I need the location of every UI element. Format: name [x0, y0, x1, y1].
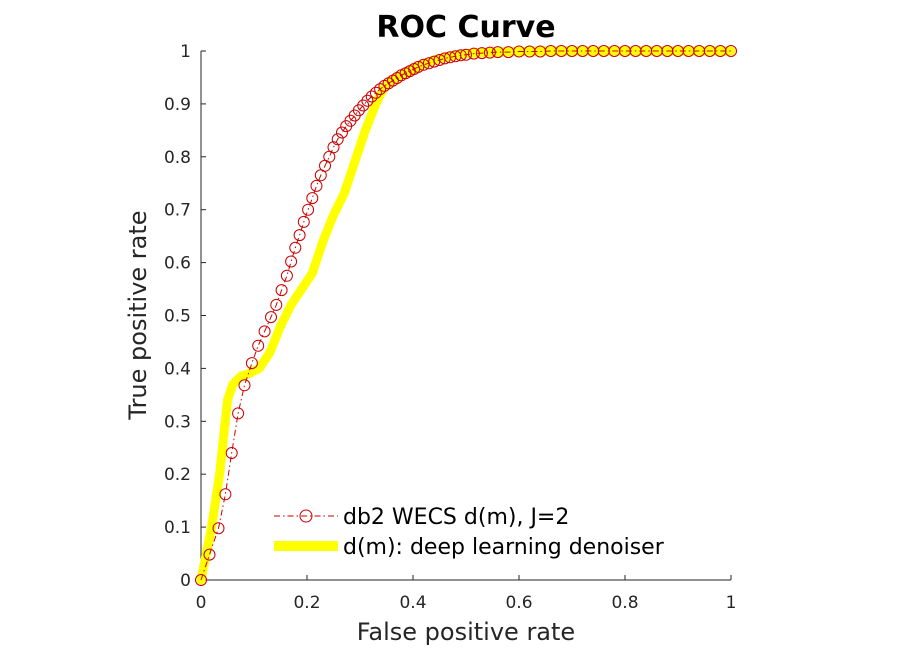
x-tick-label: 0.2: [293, 593, 320, 613]
x-tick-label: 0.8: [611, 593, 638, 613]
series-line-db2-wecs: [200, 50, 731, 581]
x-axis-title: False positive rate: [357, 618, 575, 646]
series-point-db2-wecs: [280, 269, 293, 282]
series-point-db2-wecs: [203, 548, 216, 561]
chart-title: ROC Curve: [376, 10, 555, 45]
series-point-db2-wecs: [331, 133, 344, 146]
y-tick-label: 1: [180, 42, 191, 62]
series-point-db2-wecs: [258, 325, 271, 338]
series-line-deep-learning: [196, 46, 736, 585]
series-point-db2-wecs: [225, 447, 238, 459]
series-point-db2-wecs: [195, 574, 207, 586]
series-point-db2-wecs: [467, 47, 480, 60]
y-tick-label: 0.3: [164, 412, 191, 432]
series-point-db2-wecs: [428, 55, 441, 68]
series-point-db2-wecs: [293, 229, 306, 242]
legend: db2 WECS d(m), J=2 d(m): deep learning d…: [274, 505, 665, 560]
series-point-db2-wecs: [460, 48, 472, 61]
series-point-db2-wecs: [245, 357, 258, 370]
series-point-db2-wecs: [352, 104, 365, 117]
y-tick-label: 0.2: [164, 465, 191, 485]
y-axis-title: True positive rate: [124, 210, 152, 420]
series-point-db2-wecs: [327, 141, 340, 154]
series-point-db2-wecs: [365, 90, 378, 103]
series-point-db2-wecs: [275, 284, 288, 297]
x-tick-label: 0: [196, 593, 207, 613]
y-tick-label: 0.1: [164, 518, 191, 538]
axes: 0 0.2 0.4 0.6 0.8 1 0 0.1 0.2 0.3 0.4 0.5 0.6 0.7 0.8 0…: [164, 42, 736, 613]
series-point-db2-wecs: [212, 522, 225, 535]
series-point-db2-wecs: [219, 488, 232, 501]
legend-marker-circle: [299, 509, 313, 523]
x-tick-label: 0.4: [399, 593, 426, 613]
y-tick-label: 0.4: [164, 359, 191, 379]
x-tick-label: 1: [726, 593, 737, 613]
series-point-db2-wecs: [336, 126, 348, 139]
y-tick-label: 0.8: [164, 148, 191, 168]
series-point-db2-wecs: [374, 83, 387, 96]
series-point-db2-wecs: [361, 94, 374, 107]
series-point-db2-wecs: [302, 203, 315, 216]
series-point-db2-wecs: [232, 407, 245, 420]
series-point-db2-wecs: [725, 45, 737, 57]
series-point-db2-wecs: [289, 241, 302, 254]
series-point-db2-wecs: [252, 339, 265, 352]
series-point-db2-wecs: [475, 47, 488, 60]
y-tick-label: 0.9: [164, 95, 191, 115]
series-point-db2-wecs: [357, 99, 370, 112]
series-layer: [195, 45, 737, 586]
series-point-db2-wecs: [454, 49, 467, 62]
series-point-db2-wecs: [369, 86, 382, 99]
y-tick-label: 0.5: [164, 307, 191, 327]
series-point-db2-wecs: [297, 215, 310, 228]
legend-label-db2-wecs: db2 WECS d(m), J=2: [343, 505, 569, 530]
series-point-db2-wecs: [422, 57, 435, 70]
series-point-db2-wecs: [483, 46, 496, 59]
series-point-db2-wecs: [265, 311, 277, 324]
series-point-db2-wecs: [417, 58, 430, 71]
series-point-db2-wecs: [270, 298, 283, 311]
y-tick-label: 0.6: [164, 254, 191, 274]
y-tick-label: 0.7: [164, 201, 191, 221]
y-tick-label: 0: [180, 571, 191, 591]
series-point-db2-wecs: [310, 179, 323, 192]
x-tick-label: 0.6: [505, 593, 532, 613]
series-point-db2-wecs: [238, 379, 251, 392]
series-point-db2-wecs: [306, 192, 319, 205]
series-point-db2-wecs: [285, 255, 298, 268]
legend-label-deep-learning: d(m): deep learning denoiser: [343, 535, 665, 560]
series-point-db2-wecs: [412, 60, 425, 73]
